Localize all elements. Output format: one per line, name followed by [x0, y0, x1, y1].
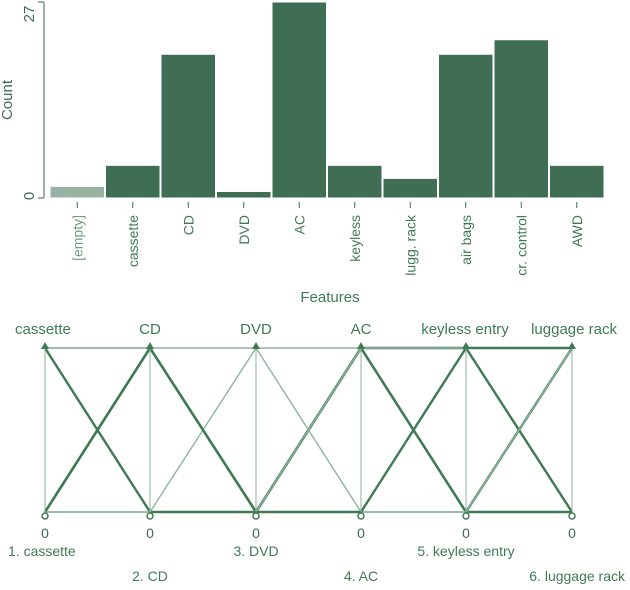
pc-lines	[43, 346, 574, 514]
bar-cd	[160, 53, 216, 199]
pc-axis-footer-label: 3. DVD	[233, 543, 278, 559]
x-tick-label: cr. control	[513, 215, 529, 276]
pc-axis-min-label: 0	[252, 525, 260, 541]
pc-axis-min-label: 0	[357, 525, 365, 541]
pc-axis-footer-label: 4. AC	[344, 568, 378, 584]
axis-max-marker	[41, 342, 49, 349]
y-axis-label: Count	[0, 79, 16, 120]
x-tick-label: AC	[291, 215, 307, 234]
pc-axis-min-label: 0	[462, 525, 470, 541]
x-tick-label: AWD	[569, 215, 585, 247]
pc-axis-min-label: 0	[568, 525, 576, 541]
axis-min-marker	[568, 512, 576, 520]
bar-keyless	[327, 164, 383, 199]
bar-series	[49, 1, 605, 199]
bar-dvd	[216, 190, 272, 199]
axis-min-marker	[146, 512, 154, 520]
bar-lugg-rack	[382, 177, 438, 199]
bar-ac	[271, 1, 327, 199]
axis-min-marker	[41, 512, 49, 520]
x-tick-label: cassette	[125, 215, 141, 267]
pc-axis-footer-label: 1. cassette	[8, 543, 76, 559]
pc-axis-footer-label: 5. keyless entry	[417, 543, 514, 559]
pc-axis-footer-label: 6. luggage rack	[529, 568, 626, 584]
y-tick-label: 27	[21, 6, 38, 23]
axis-min-marker	[252, 512, 260, 520]
pc-axis-min-label: 0	[146, 525, 154, 541]
parallel-coordinates-chart: cassette 0 1. cassette CD 0 2. CD DVD 0 3. DVD AC…	[8, 321, 626, 584]
bar-awd	[549, 164, 605, 199]
x-tick-label: keyless	[347, 215, 363, 262]
axis-min-marker	[462, 512, 470, 520]
x-tick-label: CD	[180, 215, 196, 235]
axis-max-marker	[252, 342, 260, 349]
axis-max-marker	[357, 342, 365, 349]
y-tick-label: 0	[21, 192, 38, 200]
bar-air-bags	[438, 53, 494, 199]
pc-axis-footer-label: 2. CD	[132, 568, 168, 584]
bar-empty	[49, 185, 105, 199]
axis-max-marker	[568, 342, 576, 349]
pc-line	[45, 347, 573, 513]
bar-cassette	[105, 164, 161, 199]
y-axis-ticks: 0 27	[21, 1, 44, 200]
x-tick-label: [empty]	[69, 215, 85, 261]
bar-cr-control	[493, 39, 549, 199]
pc-axis-title: luggage rack	[531, 321, 617, 338]
x-axis-ticks: [empty] cassette CD DVD AC keyless lugg. rack a…	[69, 202, 585, 276]
pc-axis-min-label: 0	[41, 525, 49, 541]
axis-min-marker	[357, 512, 365, 520]
pc-axis-title: DVD	[240, 321, 272, 338]
x-axis-label: Features	[300, 289, 359, 306]
x-tick-label: lugg. rack	[402, 214, 418, 276]
axis-max-marker	[146, 342, 154, 349]
pc-axes: cassette 0 1. cassette CD 0 2. CD DVD 0 3. DVD AC…	[8, 321, 626, 584]
pc-axis-title: keyless entry	[421, 321, 509, 338]
pc-axis-title: CD	[139, 321, 161, 338]
pc-line	[43, 346, 572, 514]
x-tick-label: DVD	[236, 215, 252, 245]
pc-axis-title: cassette	[15, 321, 71, 338]
axis-max-marker	[462, 342, 470, 349]
x-tick-label: air bags	[458, 215, 474, 265]
pc-axis-title: AC	[351, 321, 372, 338]
bar-chart: 0 27 [empty] cassette CD DVD AC keyless lugg. r…	[0, 1, 605, 306]
